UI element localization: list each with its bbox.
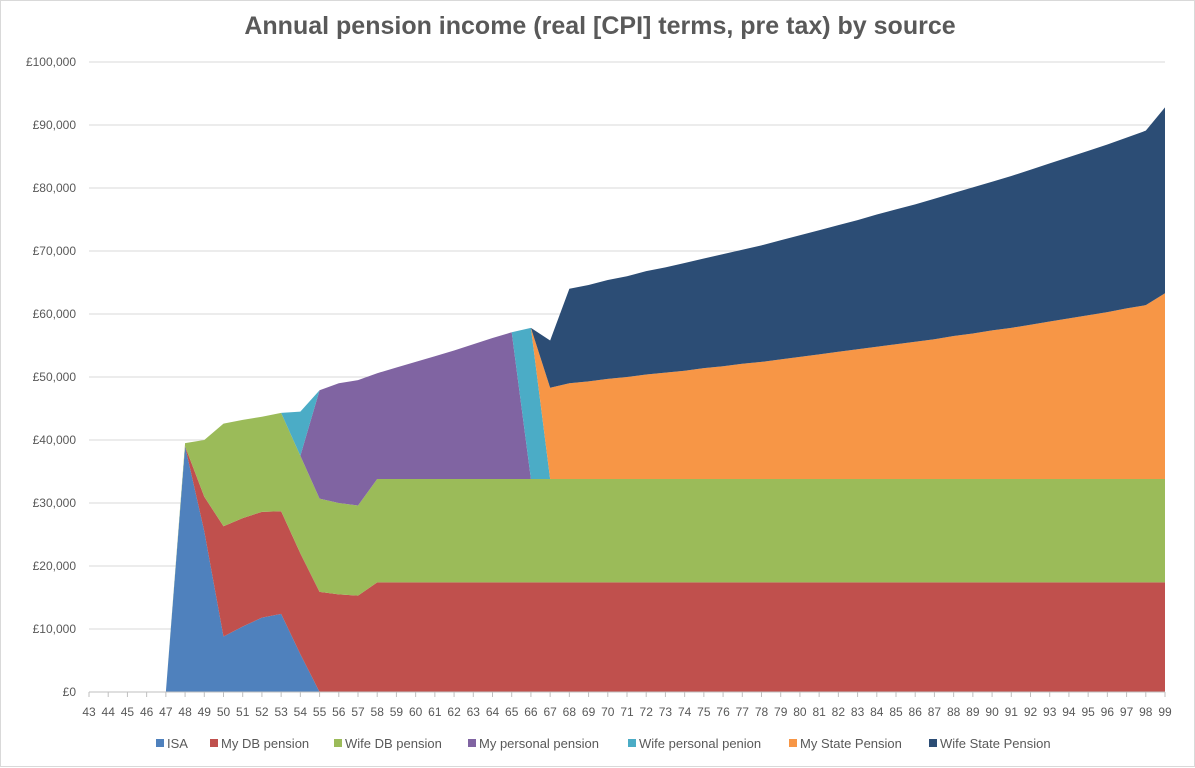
chart-title: Annual pension income (real [CPI] terms,… <box>244 12 955 40</box>
x-tick-label: 93 <box>1043 705 1057 719</box>
legend-label: My personal pension <box>479 736 599 751</box>
x-tick-label: 73 <box>659 705 673 719</box>
y-tick-label: £80,000 <box>33 181 77 195</box>
x-tick-label: 84 <box>870 705 884 719</box>
area-series-6 <box>89 107 1165 693</box>
x-tick-label: 55 <box>313 705 327 719</box>
x-tick-label: 88 <box>947 705 961 719</box>
x-tick-label: 59 <box>390 705 404 719</box>
x-tick-label: 44 <box>102 705 116 719</box>
legend: ISA My DB pension Wife DB pension My person… <box>156 736 1051 751</box>
x-tick-label: 61 <box>428 705 442 719</box>
legend-label: Wife DB pension <box>345 736 442 751</box>
x-tick-label: 81 <box>812 705 826 719</box>
area-series-3 <box>89 332 1165 692</box>
x-tick-label: 82 <box>832 705 846 719</box>
x-tick-label: 74 <box>678 705 692 719</box>
legend-swatch <box>929 739 937 747</box>
x-tick-label: 79 <box>774 705 788 719</box>
y-tick-label: £30,000 <box>33 496 77 510</box>
y-tick-label: £40,000 <box>33 433 77 447</box>
x-tick-label: 97 <box>1120 705 1134 719</box>
x-tick-label: 80 <box>793 705 807 719</box>
x-tick-label: 52 <box>255 705 269 719</box>
x-tick-label: 67 <box>543 705 557 719</box>
x-tick-label: 68 <box>563 705 577 719</box>
x-tick-label: 98 <box>1139 705 1153 719</box>
x-tick-label: 94 <box>1062 705 1076 719</box>
x-tick-label: 72 <box>640 705 654 719</box>
x-tick-label: 62 <box>447 705 461 719</box>
y-tick-label: £70,000 <box>33 244 77 258</box>
legend-swatch <box>789 739 797 747</box>
x-tick-label: 66 <box>524 705 538 719</box>
legend-swatch <box>156 739 164 747</box>
x-tick-label: 75 <box>697 705 711 719</box>
y-tick-label: £0 <box>63 685 77 699</box>
area-series-0 <box>89 446 1165 692</box>
legend-label: My DB pension <box>221 736 309 751</box>
x-tick-label: 63 <box>467 705 481 719</box>
x-tick-label: 51 <box>236 705 250 719</box>
x-tick-label: 53 <box>274 705 288 719</box>
x-tick-label: 60 <box>409 705 423 719</box>
x-tick-label: 86 <box>909 705 923 719</box>
legend-swatch <box>210 739 218 747</box>
y-tick-label: £60,000 <box>33 307 77 321</box>
x-tick-label: 47 <box>159 705 173 719</box>
legend-swatch <box>468 739 476 747</box>
y-tick-label: £90,000 <box>33 118 77 132</box>
legend-label: Wife State Pension <box>940 736 1051 751</box>
x-tick-label: 65 <box>505 705 519 719</box>
area-series-5 <box>89 293 1165 692</box>
y-tick-label: £100,000 <box>26 55 76 69</box>
legend-swatch <box>334 739 342 747</box>
x-tick-label: 87 <box>928 705 942 719</box>
x-tick-label: 89 <box>966 705 980 719</box>
x-tick-label: 54 <box>294 705 308 719</box>
x-tick-label: 46 <box>140 705 154 719</box>
x-tick-label: 77 <box>736 705 750 719</box>
x-tick-label: 90 <box>985 705 999 719</box>
y-tick-label: £10,000 <box>33 622 77 636</box>
x-tick-label: 45 <box>121 705 135 719</box>
x-tick-label: 78 <box>755 705 769 719</box>
area-series-2 <box>89 412 1165 692</box>
x-tick-label: 91 <box>1005 705 1019 719</box>
x-tick-label: 76 <box>716 705 730 719</box>
y-tick-label: £20,000 <box>33 559 77 573</box>
x-tick-label: 95 <box>1081 705 1095 719</box>
x-tick-label: 49 <box>198 705 212 719</box>
area-series-1 <box>89 446 1165 692</box>
legend-label: Wife personal penion <box>639 736 761 751</box>
y-tick-label: £50,000 <box>33 370 77 384</box>
x-tick-label: 99 <box>1158 705 1172 719</box>
x-tick-label: 56 <box>332 705 346 719</box>
x-tick-label: 48 <box>178 705 192 719</box>
legend-swatch <box>628 739 636 747</box>
legend-label: ISA <box>167 736 188 751</box>
x-tick-label: 64 <box>486 705 500 719</box>
area-series <box>89 107 1165 693</box>
x-tick-label: 85 <box>889 705 903 719</box>
x-tick-label: 43 <box>82 705 96 719</box>
x-tick-label: 57 <box>351 705 365 719</box>
axes: £0 £10,000 £20,000 £30,000 £40,000 £50,000 £60… <box>26 55 1172 719</box>
x-tick-label: 96 <box>1101 705 1115 719</box>
x-tick-label: 83 <box>851 705 865 719</box>
legend-label: My State Pension <box>800 736 902 751</box>
x-tick-label: 50 <box>217 705 231 719</box>
x-tick-label: 71 <box>620 705 634 719</box>
x-tick-label: 69 <box>582 705 596 719</box>
x-tick-label: 92 <box>1024 705 1038 719</box>
x-tick-label: 58 <box>371 705 385 719</box>
x-tick-label: 70 <box>601 705 615 719</box>
